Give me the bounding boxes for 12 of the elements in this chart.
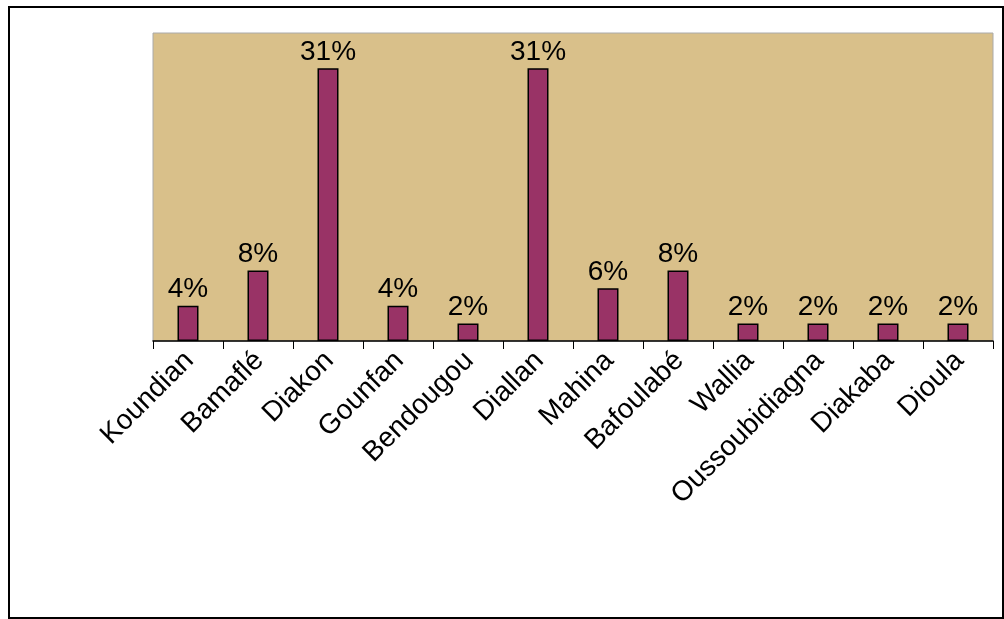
data-label: 2% (867, 289, 909, 321)
data-label: 31% (299, 34, 357, 66)
data-label: 2% (447, 289, 489, 321)
data-label: 8% (657, 237, 699, 269)
data-label: 4% (167, 272, 209, 304)
data-label: 8% (237, 237, 279, 269)
data-label: 31% (509, 34, 567, 66)
data-label: 2% (727, 289, 769, 321)
data-label: 4% (377, 272, 419, 304)
data-label: 2% (797, 289, 839, 321)
data-label: 6% (587, 254, 629, 286)
data-label: 2% (937, 289, 979, 321)
